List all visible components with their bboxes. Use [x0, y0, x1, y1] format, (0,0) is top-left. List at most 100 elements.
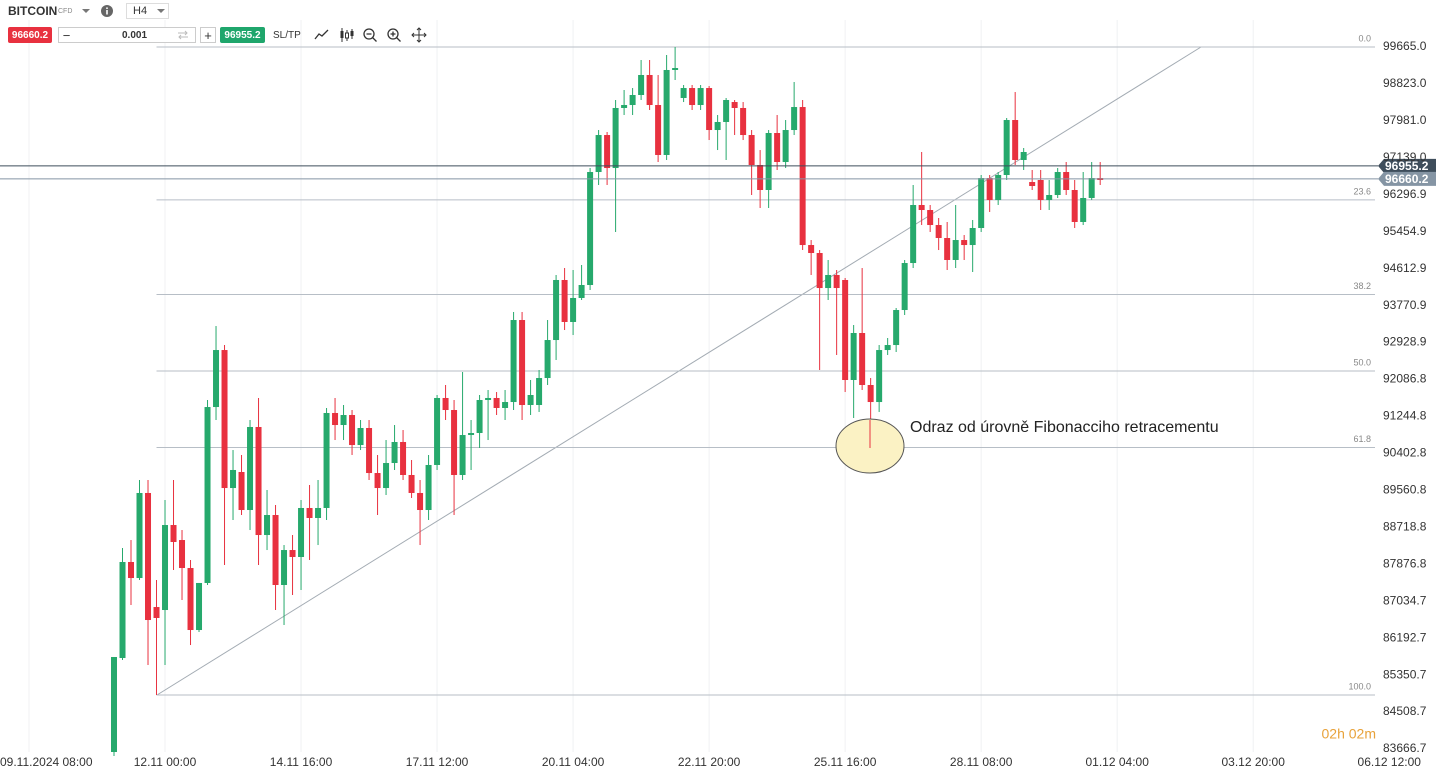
candle-body: [434, 397, 441, 465]
candle-body: [493, 397, 500, 408]
candle-body: [111, 657, 118, 752]
candle-body: [1054, 172, 1061, 196]
candle-body: [867, 384, 874, 403]
buy-button[interactable]: 96955.2: [220, 27, 265, 43]
y-tick-label: 93770.9: [1383, 298, 1427, 312]
y-tick-label: 83666.7: [1383, 741, 1427, 755]
bid-price-label: 96660.2: [1385, 172, 1429, 186]
sl-tp-button[interactable]: SL/TP: [273, 29, 301, 41]
candle-body: [298, 507, 305, 558]
candle-body: [187, 568, 194, 631]
timeframe: H4: [133, 5, 148, 17]
candle-body: [315, 507, 322, 518]
info-icon[interactable]: [101, 5, 113, 17]
line-chart-icon[interactable]: [314, 28, 330, 42]
symbol-dropdown-icon[interactable]: [81, 6, 91, 16]
y-tick-label: 91244.8: [1383, 409, 1427, 423]
candle-body: [799, 107, 806, 246]
x-tick-label: 25.11 16:00: [814, 755, 877, 769]
x-tick-label: 01.12 04:00: [1085, 755, 1149, 769]
y-tick-label: 97981.0: [1383, 113, 1427, 127]
symbol[interactable]: BITCOIN: [8, 4, 58, 18]
candle-body: [935, 225, 942, 239]
candle-body: [383, 463, 390, 489]
timeframe-select[interactable]: H4: [126, 3, 169, 19]
candle-body: [859, 333, 866, 385]
candle-body: [544, 340, 551, 379]
candle-body: [289, 550, 296, 558]
y-tick-label: 94612.9: [1383, 261, 1427, 275]
zoom-out-icon[interactable]: [362, 27, 378, 43]
candle-body: [706, 88, 713, 131]
candle-body: [748, 135, 755, 165]
candle-body: [1046, 195, 1053, 201]
y-tick-label: 96296.9: [1383, 187, 1427, 201]
candle-body: [595, 135, 602, 173]
instrument-type: CFD: [58, 7, 73, 15]
x-tick-label: 12.11 00:00: [134, 755, 197, 769]
candle-body: [272, 515, 279, 585]
candle-body: [663, 69, 670, 155]
candle-body: [1037, 179, 1044, 201]
ask-price-label: 96955.2: [1385, 159, 1429, 173]
candle-chart-icon[interactable]: [339, 27, 355, 43]
candle-body: [1029, 182, 1036, 187]
candle-body: [468, 433, 475, 436]
candle-body: [876, 350, 883, 403]
y-tick-label: 89560.8: [1383, 483, 1427, 497]
candle-body: [306, 507, 313, 518]
candle-body: [961, 240, 968, 246]
candle-body: [459, 435, 466, 475]
candle-body: [850, 333, 857, 380]
candle-body: [527, 395, 534, 406]
candle-body: [927, 210, 934, 226]
candle-body: [578, 284, 585, 298]
timeframe-dropdown-icon: [157, 9, 165, 13]
candle-body: [986, 178, 993, 201]
crosshair-icon[interactable]: [411, 27, 427, 43]
candle-body: [145, 492, 152, 621]
candle-body: [995, 174, 1002, 201]
candle-body: [536, 378, 543, 406]
candle-body: [553, 279, 560, 341]
candle-body: [952, 240, 959, 260]
y-tick-label: 84508.7: [1383, 704, 1427, 718]
candle-body: [731, 102, 738, 108]
candle-body: [791, 107, 798, 131]
candle-body: [570, 297, 577, 322]
candle-body: [910, 205, 917, 264]
candle-body: [281, 550, 288, 585]
candle-body: [587, 172, 594, 285]
y-tick-label: 98823.0: [1383, 76, 1427, 90]
annotation-text: Odraz od úrovně Fibonacciho retracementu: [910, 419, 1219, 436]
candle-body: [128, 562, 135, 579]
candle-body: [408, 474, 415, 493]
candle-body: [1088, 178, 1095, 198]
candle-body: [825, 274, 832, 289]
candle-body: [153, 607, 160, 618]
zoom-in-icon[interactable]: [386, 27, 402, 43]
toolbar: BITCOIN CFD H4 96660.2 − 0.001 + 96955.2…: [0, 0, 460, 46]
candle-body: [612, 107, 619, 169]
volume-decrease[interactable]: −: [58, 27, 75, 43]
candle-body: [230, 469, 237, 489]
fib-level-label: 50.0: [1353, 357, 1371, 367]
ask-price-tag: [1378, 158, 1436, 173]
candle-body: [179, 540, 186, 569]
x-tick-label: 09.11.2024 08:00: [0, 755, 93, 769]
volume-input[interactable]: 0.001: [74, 27, 196, 43]
volume-increase[interactable]: +: [200, 27, 216, 43]
candle-body: [374, 473, 381, 489]
swap-icon[interactable]: [177, 30, 189, 40]
candle-body: [808, 245, 815, 254]
candle-body: [697, 88, 704, 106]
candle-body: [264, 515, 271, 536]
sell-button[interactable]: 96660.2: [8, 27, 52, 43]
y-tick-label: 92928.9: [1383, 335, 1427, 349]
volume: 0.001: [121, 29, 148, 41]
y-tick-label: 87034.7: [1383, 593, 1427, 607]
candle-body: [519, 320, 526, 406]
candle-body: [1071, 190, 1078, 222]
candle-body: [357, 427, 364, 446]
